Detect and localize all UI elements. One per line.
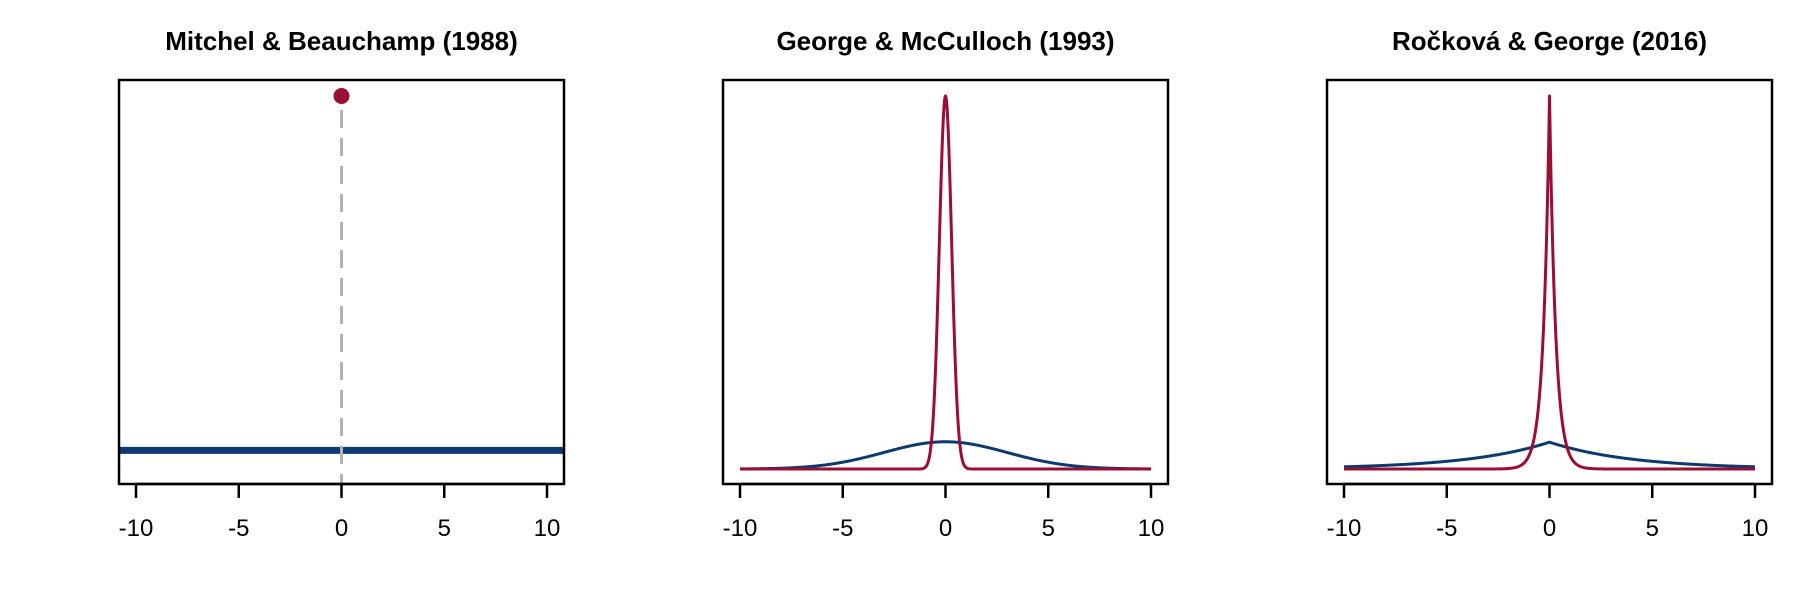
x-tick-label: 0: [1543, 515, 1556, 542]
x-tick-label: 0: [939, 515, 952, 542]
spike-density-curve: [1342, 94, 1757, 471]
x-tick-label: -5: [228, 515, 249, 542]
spike-density-curve: [738, 94, 1153, 471]
x-tick-label: -5: [832, 515, 853, 542]
chart-title: Ročková & George (2016): [1392, 26, 1707, 56]
x-tick-label: 10: [1742, 515, 1769, 542]
x-tick-label: -10: [119, 515, 154, 542]
x-tick-label: -5: [1436, 515, 1457, 542]
x-tick-label: 10: [534, 515, 561, 542]
x-tick-label: -10: [1327, 515, 1362, 542]
slab-density-curve: [738, 440, 1153, 471]
x-tick-label: 5: [438, 515, 451, 542]
chart-title: Mitchel & Beauchamp (1988): [165, 26, 518, 56]
plot-frame: [721, 78, 1170, 486]
slab-density-curve: [1342, 440, 1757, 469]
x-tick-label: -10: [723, 515, 758, 542]
x-tick-label: 10: [1138, 515, 1165, 542]
x-tick-label: 5: [1042, 515, 1055, 542]
x-tick-label: 5: [1646, 515, 1659, 542]
chart-title: George & McCulloch (1993): [776, 26, 1114, 56]
x-tick-label: 0: [335, 515, 348, 542]
spike-point-mass: [333, 88, 350, 104]
